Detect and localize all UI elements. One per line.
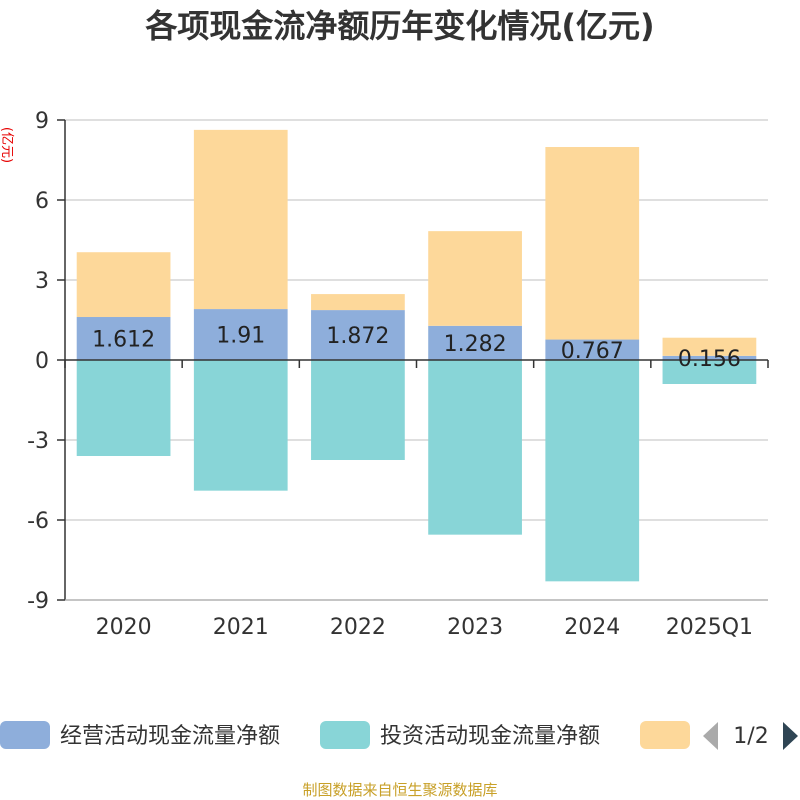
axes [64, 120, 769, 601]
legend-swatch-1 [0, 721, 50, 749]
y-tick-label: 9 [35, 109, 49, 134]
y-tick-label: 3 [35, 269, 49, 294]
x-tick-label: 2021 [213, 615, 269, 640]
legend-swatch-2 [320, 721, 370, 749]
y-tick-label: 6 [35, 189, 49, 214]
legend-label-1: 经营活动现金流量净额 [60, 724, 280, 749]
data-label: 0.767 [561, 339, 624, 364]
bar-series-2 [193, 360, 288, 491]
x-tick-label: 2022 [330, 615, 386, 640]
data-label: 1.91 [216, 324, 265, 349]
bar-series-2 [76, 360, 171, 456]
bar-series-3 [428, 231, 522, 326]
bar-series-1 [428, 325, 522, 360]
bars [76, 129, 757, 582]
x-tick-label: 2020 [96, 615, 152, 640]
legend-pager: 1/2 [703, 722, 798, 750]
bar-series-1 [545, 339, 640, 360]
legend-label-2: 投资活动现金流量净额 [380, 724, 600, 749]
data-label: 1.612 [92, 328, 155, 353]
bar-series-1 [662, 355, 757, 360]
y-tick-label: -9 [27, 589, 49, 614]
data-label: 1.872 [326, 324, 389, 349]
legend-next-arrow[interactable] [783, 722, 798, 750]
data-labels: 1.612 1.91 1.872 1.282 0.767 0.156 [92, 324, 741, 372]
legend: 经营活动现金流量净额 投资活动现金流量净额 [0, 721, 690, 749]
y-tick-label: -6 [27, 509, 49, 534]
bar-series-2 [662, 360, 757, 384]
y-tick-label: -3 [27, 429, 49, 454]
x-tick-labels: 2020 2021 2022 2023 2024 2025Q1 [96, 615, 753, 640]
y-axis-label: (亿元) [0, 127, 14, 163]
source-note: 制图数据来自恒生聚源数据库 [302, 781, 497, 799]
legend-swatch-3 [640, 721, 690, 749]
data-label: 1.282 [444, 332, 507, 357]
chart-title: 各项现金流净额历年变化情况(亿元) [145, 7, 654, 45]
legend-prev-arrow[interactable] [703, 722, 718, 750]
bar-series-3 [662, 337, 757, 356]
bar-series-1 [193, 309, 288, 360]
x-tick-label: 2025Q1 [666, 615, 753, 640]
x-tick-label: 2023 [447, 615, 503, 640]
bar-series-3 [545, 147, 640, 340]
bar-series-3 [311, 294, 405, 311]
bar-series-1 [76, 317, 171, 360]
bar-series-2 [428, 360, 522, 535]
bar-series-2 [311, 360, 405, 460]
bar-series-1 [311, 310, 405, 360]
bar-series-3 [193, 129, 288, 310]
y-tick-labels: 9 6 3 0 -3 -6 -9 [27, 109, 49, 614]
bar-series-2 [545, 360, 640, 582]
x-tick-label: 2024 [564, 615, 620, 640]
data-label: 0.156 [678, 347, 741, 372]
legend-page-indicator: 1/2 [733, 724, 768, 749]
y-tick-label: 0 [35, 349, 49, 374]
bar-series-3 [76, 252, 171, 318]
